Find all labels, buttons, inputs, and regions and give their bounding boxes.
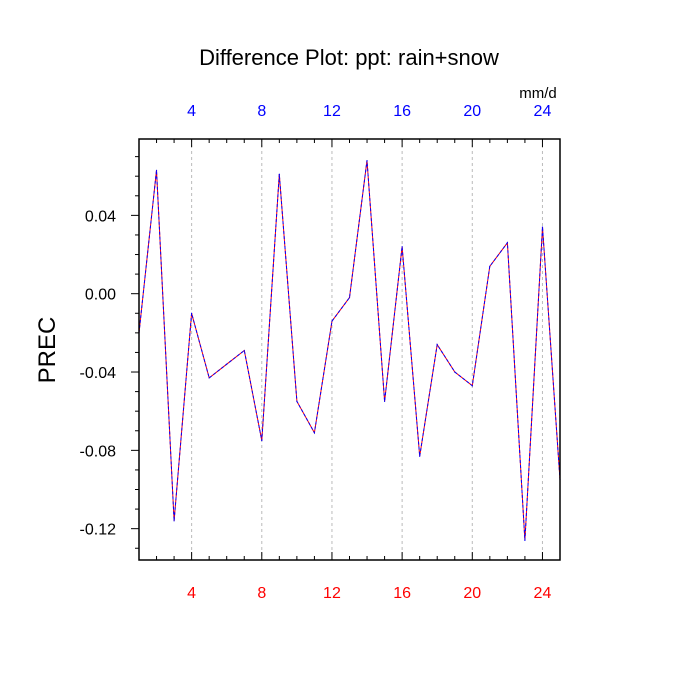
data-point [366, 159, 368, 162]
x-tick-label-top: 4 [187, 103, 196, 120]
data-point [208, 377, 210, 379]
x-tick-label-bottom: 4 [187, 585, 196, 602]
x-tick-label-top: 20 [463, 103, 481, 120]
tick-labels: 4 4 8 8 12 12 16 16 20 20 24 24 0.04 0.00 -0.04 -0.08 -0… [80, 103, 552, 602]
data-point [436, 344, 438, 346]
units-label: mm/d [519, 85, 557, 102]
series-line-overlay [138, 160, 561, 541]
data-point [524, 539, 526, 542]
y-tick-label: -0.08 [80, 443, 117, 460]
data-point [454, 371, 456, 373]
data-point [489, 265, 491, 267]
x-tick-label-bottom: 16 [393, 585, 411, 602]
data-point [191, 312, 193, 314]
y-tick-label: -0.04 [80, 365, 117, 382]
x-tick-label-top: 16 [393, 103, 411, 120]
data-point [226, 363, 228, 365]
series-layer [138, 159, 561, 542]
data-point [471, 385, 473, 387]
y-axis-label: PREC [34, 317, 61, 384]
y-tick-label: 0.00 [85, 287, 116, 304]
data-point [313, 432, 316, 434]
data-point [243, 349, 245, 352]
y-tick-label: -0.12 [80, 522, 117, 539]
data-point [261, 439, 263, 442]
x-tick-label-bottom: 20 [463, 585, 481, 602]
data-point [173, 520, 175, 522]
x-tick-label-bottom: 12 [323, 585, 341, 602]
data-point [506, 242, 508, 244]
plot-frame [138, 138, 561, 561]
data-point [541, 226, 544, 228]
data-point [419, 455, 421, 457]
data-point [383, 400, 386, 402]
x-tick-label-top: 8 [257, 103, 266, 120]
x-tick-label-top: 12 [323, 103, 341, 120]
tick-marks [131, 139, 561, 560]
x-tick-label-top: 24 [534, 103, 552, 120]
x-tick-label-bottom: 8 [257, 585, 266, 602]
data-point [348, 297, 351, 299]
data-point [401, 246, 403, 248]
y-tick-label: 0.04 [85, 208, 116, 225]
chart-title: Difference Plot: ppt: rain+snow [199, 45, 499, 70]
data-point [155, 169, 158, 171]
data-point [278, 173, 280, 175]
grid-lines [191, 139, 543, 560]
data-point [296, 400, 298, 402]
x-tick-label-bottom: 24 [534, 585, 552, 602]
data-point [331, 320, 333, 322]
